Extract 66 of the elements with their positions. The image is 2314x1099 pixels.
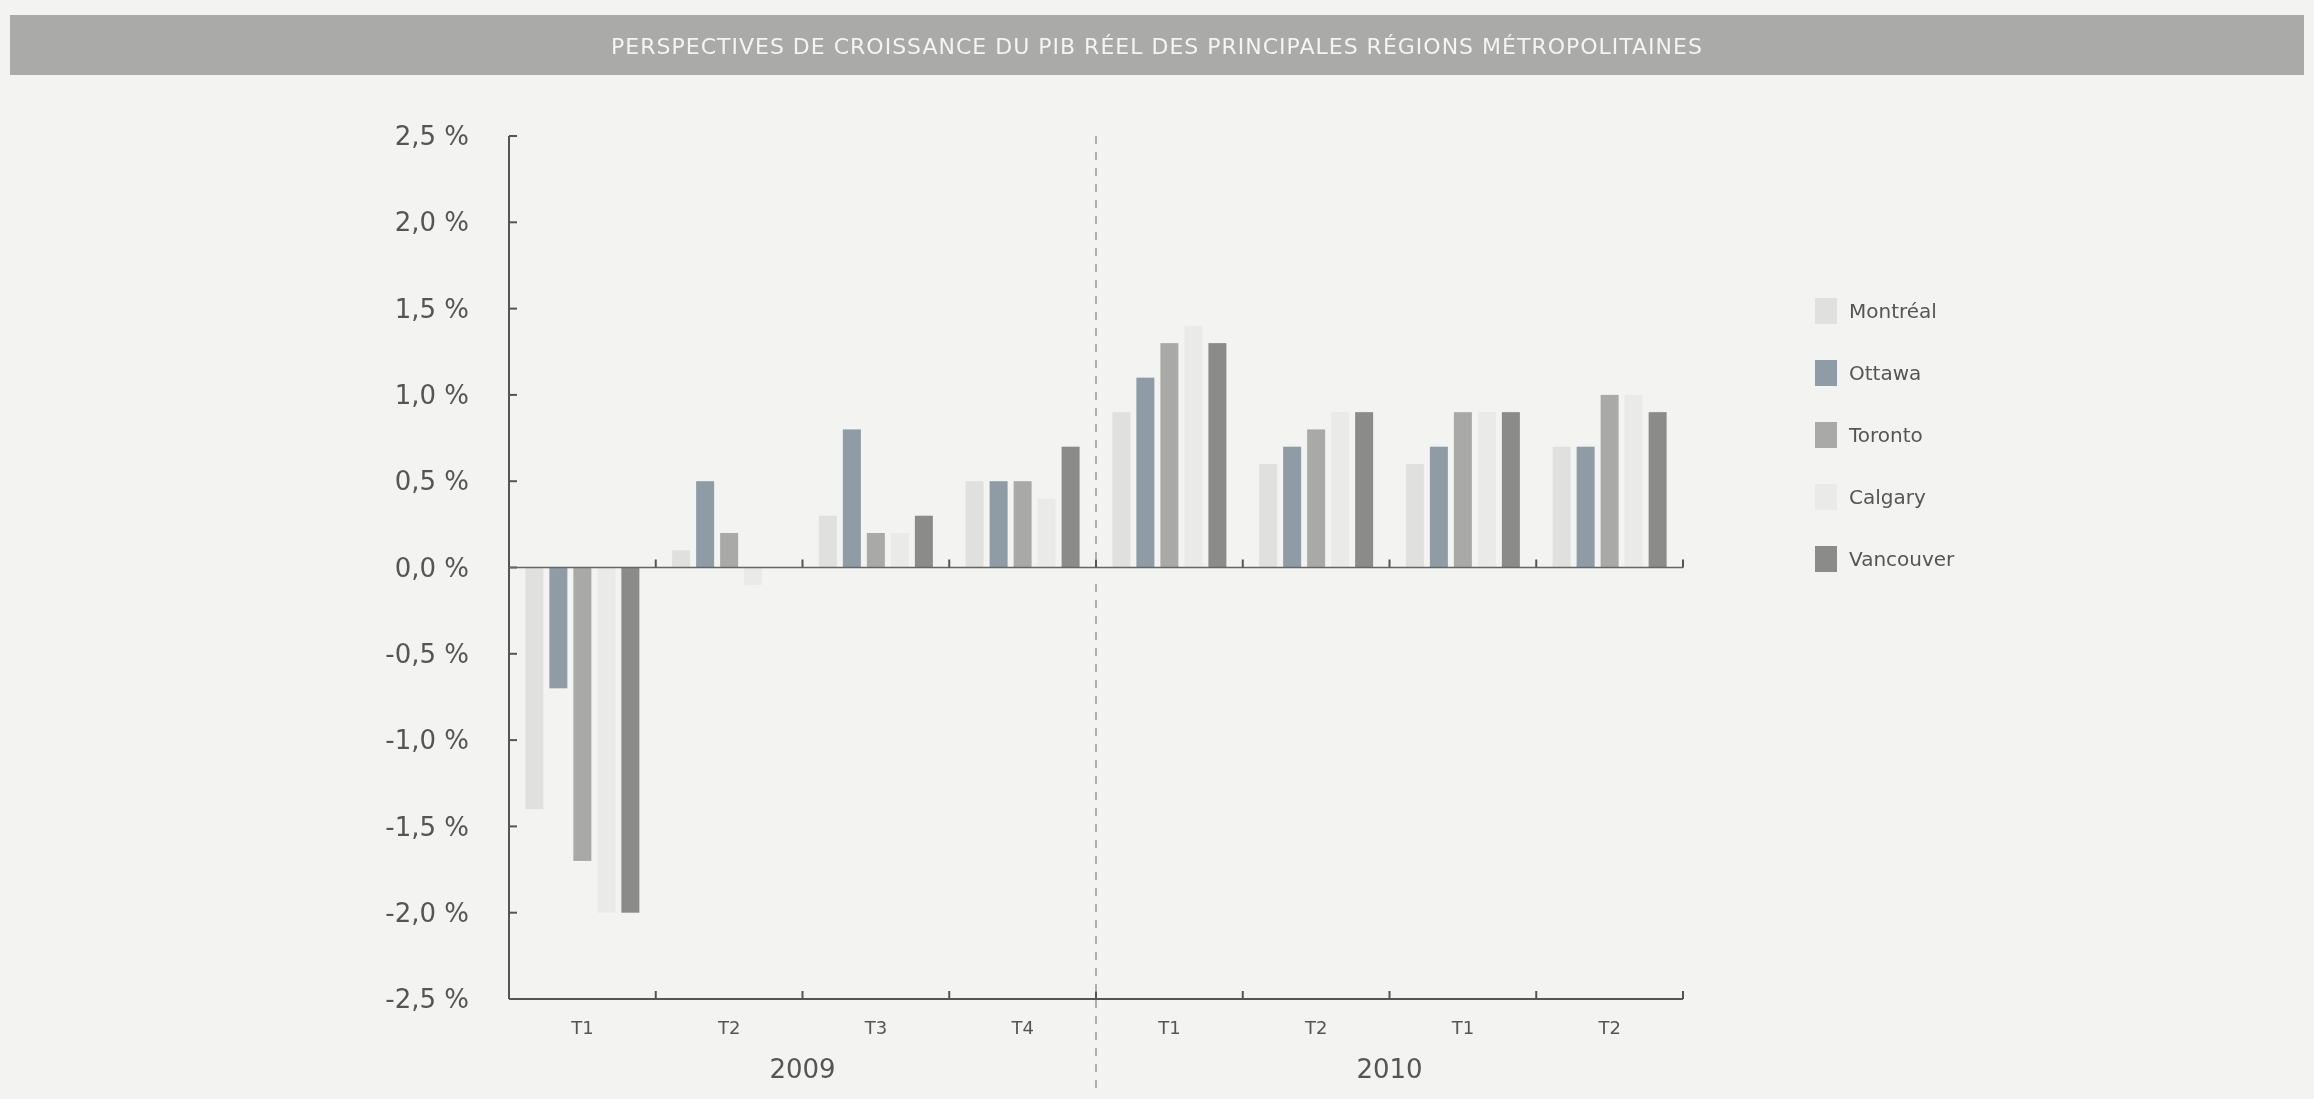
x-tick-label: T1 [1157,1017,1181,1038]
bar [890,532,909,568]
bar [1283,446,1302,568]
bar [720,532,739,568]
bar [965,481,984,568]
bar [672,550,691,568]
x-tick-label: T2 [1597,1017,1621,1038]
chart-title: PERSPECTIVES DE CROISSANCE DU PIB RÉEL DES PRINCIPALES RÉGIONS MÉTROPOLITAINES [611,34,1703,59]
bar [549,567,568,689]
bar [744,567,763,585]
y-tick-label: 0,5 % [394,466,469,497]
bar [866,532,885,568]
bar [1259,463,1278,568]
y-tick-label: 2,5 % [394,121,469,152]
y-tick-label: -0,5 % [385,638,469,669]
bar [1429,446,1448,568]
bar [1552,446,1571,568]
bar [1405,463,1424,568]
bar [842,429,861,568]
y-tick-label: 0,0 % [394,552,469,583]
bar [696,481,715,568]
bar [1648,412,1667,568]
bar [597,567,616,913]
y-tick-label: -2,5 % [385,984,469,1015]
bar [1112,412,1131,568]
bar [1355,412,1374,568]
y-tick-label: -1,5 % [385,811,469,842]
bar [1576,446,1595,568]
x-tick-label: T4 [1010,1017,1034,1038]
legend-label: Vancouver [1849,547,1956,571]
bar [1160,343,1179,568]
bar [1501,412,1520,568]
bar [1208,343,1227,568]
x-tick-label: T2 [716,1017,741,1038]
legend-label: Toronto [1848,423,1923,447]
legend-label: Montréal [1849,299,1937,323]
text: 2010 [1356,1054,1423,1084]
x-tick-label: T1 [570,1017,594,1038]
bar [1136,377,1155,568]
bar [1184,325,1203,568]
bar [621,567,640,913]
x-tick-label: T2 [1303,1017,1328,1038]
bar [1037,498,1056,568]
y-tick-label: -2,0 % [385,897,469,928]
bar [1061,446,1080,568]
bar [573,567,592,861]
bar [525,567,544,810]
bar [989,481,1008,568]
y-tick-label: 2,0 % [394,207,469,238]
bar [1013,481,1032,568]
bar [818,515,837,568]
y-tick-label: -1,0 % [385,725,469,756]
bar [1624,394,1643,568]
bar [1331,412,1350,568]
y-tick-label: 1,5 % [394,293,469,324]
bar [1307,429,1326,568]
bar [1477,412,1496,568]
legend-label: Ottawa [1849,361,1922,385]
x-tick-label: T3 [863,1017,888,1038]
bar [914,515,933,568]
legend-label: Calgary [1849,485,1926,509]
x-tick-label: T1 [1450,1017,1475,1038]
bar [1600,394,1619,568]
text: 2009 [769,1054,836,1084]
bar [1453,412,1472,568]
y-tick-label: 1,0 % [394,380,469,410]
